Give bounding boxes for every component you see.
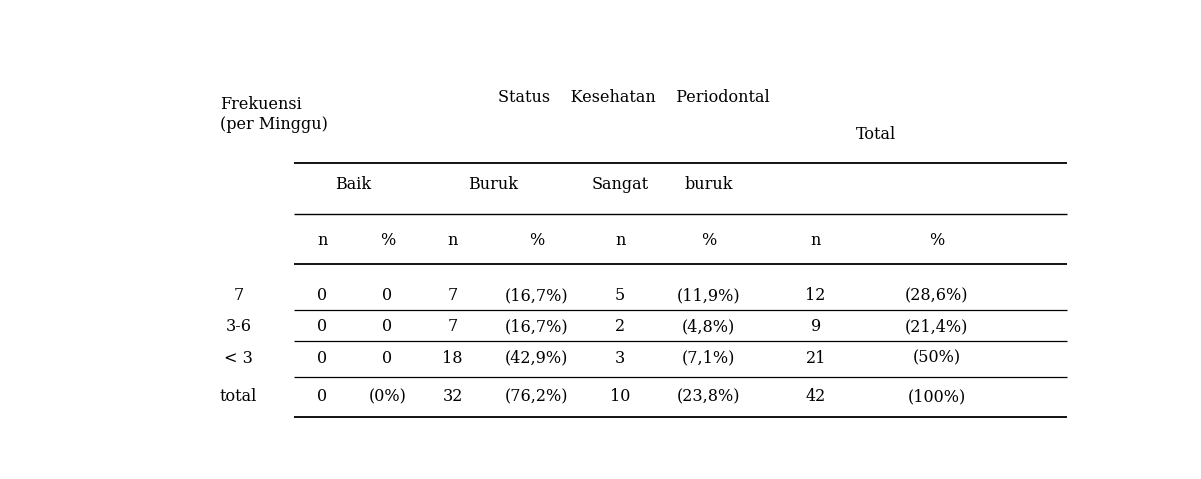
Text: (7,1%): (7,1%)	[682, 350, 735, 366]
Text: 18: 18	[442, 350, 462, 366]
Text: (28,6%): (28,6%)	[904, 287, 968, 304]
Text: n: n	[448, 231, 458, 249]
Text: 3: 3	[615, 350, 626, 366]
Text: 0: 0	[382, 318, 393, 335]
Text: (42,9%): (42,9%)	[504, 350, 568, 366]
Text: 7: 7	[233, 287, 244, 304]
Text: Status    Kesehatan    Periodontal: Status Kesehatan Periodontal	[498, 89, 770, 106]
Text: %: %	[380, 231, 395, 249]
Text: 7: 7	[448, 318, 458, 335]
Text: Total: Total	[856, 126, 896, 143]
Text: %: %	[528, 231, 544, 249]
Text: 9: 9	[811, 318, 820, 335]
Text: %: %	[930, 231, 944, 249]
Text: 0: 0	[382, 350, 393, 366]
Text: (23,8%): (23,8%)	[677, 388, 740, 405]
Text: %: %	[701, 231, 716, 249]
Text: 0: 0	[317, 350, 328, 366]
Text: (4,8%): (4,8%)	[682, 318, 735, 335]
Text: 2: 2	[615, 318, 626, 335]
Text: Baik: Baik	[335, 176, 371, 193]
Text: 21: 21	[806, 350, 826, 366]
Text: Buruk: Buruk	[467, 176, 518, 193]
Text: (11,9%): (11,9%)	[677, 287, 740, 304]
Text: 12: 12	[806, 287, 826, 304]
Text: total: total	[220, 388, 257, 405]
Text: buruk: buruk	[685, 176, 733, 193]
Text: (16,7%): (16,7%)	[504, 318, 568, 335]
Text: (0%): (0%)	[369, 388, 406, 405]
Text: Frekuensi
(per Minggu): Frekuensi (per Minggu)	[220, 96, 328, 133]
Text: n: n	[615, 231, 626, 249]
Text: 0: 0	[382, 287, 393, 304]
Text: 10: 10	[610, 388, 631, 405]
Text: 3-6: 3-6	[226, 318, 251, 335]
Text: Sangat: Sangat	[592, 176, 649, 193]
Text: 0: 0	[317, 287, 328, 304]
Text: 7: 7	[448, 287, 458, 304]
Text: (16,7%): (16,7%)	[504, 287, 568, 304]
Text: (21,4%): (21,4%)	[904, 318, 968, 335]
Text: n: n	[317, 231, 328, 249]
Text: (100%): (100%)	[908, 388, 966, 405]
Text: < 3: < 3	[225, 350, 253, 366]
Text: (76,2%): (76,2%)	[504, 388, 568, 405]
Text: 5: 5	[615, 287, 626, 304]
Text: 0: 0	[317, 388, 328, 405]
Text: 42: 42	[806, 388, 826, 405]
Text: (50%): (50%)	[913, 350, 961, 366]
Text: 32: 32	[442, 388, 462, 405]
Text: n: n	[811, 231, 820, 249]
Text: 0: 0	[317, 318, 328, 335]
